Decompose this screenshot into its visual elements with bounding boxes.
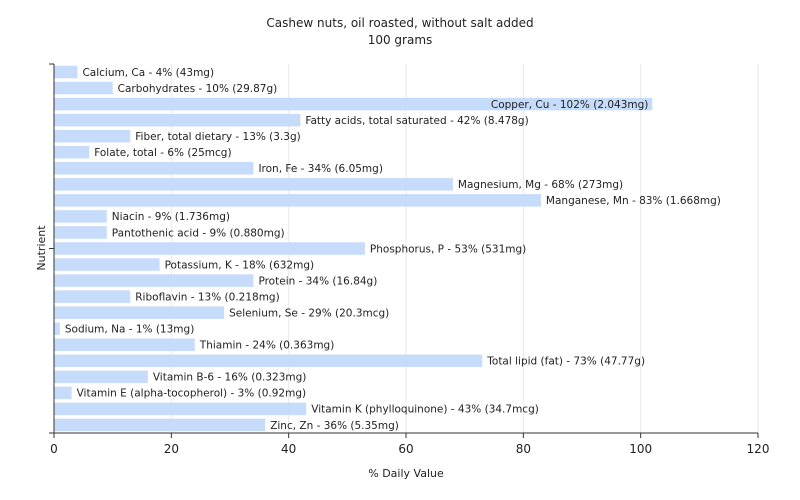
bar-label: Manganese, Mn - 83% (1.668mg): [546, 195, 721, 207]
bar: [54, 402, 307, 416]
bar: [54, 242, 365, 255]
bar: [54, 274, 254, 287]
bar-label: Sodium, Na - 1% (13mg): [65, 324, 194, 336]
bar-label: Thiamin - 24% (0.363mg): [199, 340, 335, 352]
bar: [54, 418, 266, 432]
x-tick-labels: 0 20 40 60 80 100 120: [50, 442, 769, 456]
bar: [54, 290, 131, 303]
bar-label: Riboflavin - 13% (0.218mg): [135, 291, 279, 303]
x-tick-label: 0: [50, 442, 58, 456]
bar-label: Copper, Cu - 102% (2.043mg): [491, 99, 649, 111]
bar: [54, 258, 160, 271]
bar: [54, 354, 483, 368]
bar-label: Fatty acids, total saturated - 42% (8.47…: [305, 115, 528, 127]
bar-label: Phosphorus, P - 53% (531mg): [370, 243, 526, 255]
x-tick-label: 120: [747, 442, 770, 456]
bar-label: Pantothenic acid - 9% (0.880mg): [112, 227, 285, 239]
bar: [54, 145, 90, 159]
bar-label: Vitamin K (phylloquinone) - 43% (34.7mcg…: [311, 404, 539, 416]
bar: [54, 162, 254, 175]
bar: [54, 65, 78, 79]
bar-label: Vitamin E (alpha-tocopherol) - 3% (0.92m…: [77, 388, 307, 400]
bar-label: Iron, Fe - 34% (6.05mg): [258, 163, 382, 175]
bar-label: Selenium, Se - 29% (20.3mcg): [229, 307, 389, 319]
bar: [54, 306, 225, 319]
bar-label: Vitamin B-6 - 16% (0.323mg): [153, 372, 307, 384]
bar-label: Protein - 34% (16.84g): [258, 275, 377, 287]
y-axis-label: Nutrient: [35, 225, 48, 271]
x-tick-label: 80: [516, 442, 531, 456]
bar: [54, 194, 541, 207]
x-axis-label: % Daily Value: [368, 467, 444, 480]
chart-title: Cashew nuts, oil roasted, without salt a…: [266, 16, 533, 30]
bar: [54, 210, 107, 223]
bar: [54, 81, 113, 95]
bar: [54, 338, 195, 352]
bar-label: Folate, total - 6% (25mcg): [94, 147, 231, 159]
x-tick-label: 20: [164, 442, 179, 456]
bar: [54, 322, 60, 335]
bar: [54, 129, 131, 143]
bar-label: Zinc, Zn - 36% (5.35mg): [270, 420, 399, 432]
x-tick-label: 40: [281, 442, 296, 456]
bar: [54, 178, 453, 191]
axes: [49, 63, 759, 438]
bar-labels: Calcium, Ca - 4% (43mg) Carbohydrates - 1…: [65, 67, 721, 432]
x-tick-label: 100: [629, 442, 652, 456]
bar-label: Magnesium, Mg - 68% (273mg): [458, 179, 623, 191]
chart-subtitle: 100 grams: [368, 33, 433, 47]
bar: [54, 113, 301, 127]
bar: [54, 386, 72, 400]
bar-label: Carbohydrates - 10% (29.87g): [118, 83, 278, 95]
bar: [54, 97, 653, 111]
bar-label: Total lipid (fat) - 73% (47.77g): [486, 356, 645, 368]
bar-label: Calcium, Ca - 4% (43mg): [82, 67, 214, 79]
bar-label: Fiber, total dietary - 13% (3.3g): [135, 131, 300, 143]
bar-label: Niacin - 9% (1.736mg): [112, 211, 230, 223]
x-tick-label: 60: [398, 442, 413, 456]
bar-label: Potassium, K - 18% (632mg): [165, 259, 315, 271]
bar: [54, 370, 148, 384]
bar: [54, 226, 107, 239]
bars: [54, 65, 653, 432]
